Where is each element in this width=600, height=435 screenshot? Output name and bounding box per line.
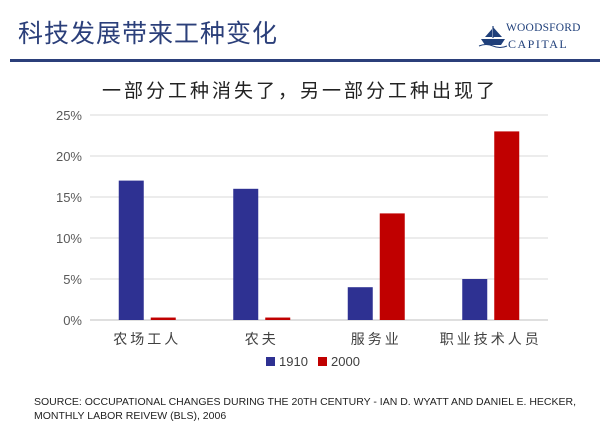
bar-1910-1 <box>118 180 144 320</box>
bar-2000-3 <box>379 213 405 320</box>
bar-1910-3 <box>347 287 373 320</box>
legend-label-2000: 2000 <box>331 354 360 369</box>
bar-chart: 0% 5% 10% 15% 20% 25% 农场工人 农夫 服务业 职业技术人员 1910 2000 <box>56 108 548 369</box>
y-tick-label: 25% <box>56 108 82 123</box>
ship-icon <box>478 26 508 48</box>
x-tick-label: 农场工人 <box>113 332 181 348</box>
bar-2000-4 <box>494 131 520 320</box>
title-divider <box>10 59 600 62</box>
company-logo: WOODSFORD CAPITAL <box>478 22 588 52</box>
logo-text-line1: WOODSFORD <box>506 22 581 34</box>
logo-text-line2: CAPITAL <box>508 37 569 51</box>
bar-1910-2 <box>233 188 259 320</box>
y-tick-label: 5% <box>63 272 82 287</box>
chart-title: 一部分工种消失了，另一部分工种出现了 <box>101 80 498 102</box>
slide-title: 科技发展带来工种变化 <box>18 19 279 48</box>
y-tick-label: 20% <box>56 149 82 164</box>
legend-swatch-1910 <box>266 357 275 366</box>
legend-swatch-2000 <box>318 357 327 366</box>
x-tick-label: 服务业 <box>351 332 402 348</box>
y-tick-label: 10% <box>56 231 82 246</box>
source-note: SOURCE: OCCUPATIONAL CHANGES DURING THE … <box>34 396 577 422</box>
bar-1910-4 <box>462 279 488 320</box>
y-tick-label: 0% <box>63 313 82 328</box>
bar-2000-2 <box>265 317 291 320</box>
legend-label-1910: 1910 <box>279 354 308 369</box>
x-tick-label: 农夫 <box>245 332 279 348</box>
bar-2000-1 <box>150 317 176 320</box>
y-tick-label: 15% <box>56 190 82 205</box>
x-tick-label: 职业技术人员 <box>440 332 542 348</box>
